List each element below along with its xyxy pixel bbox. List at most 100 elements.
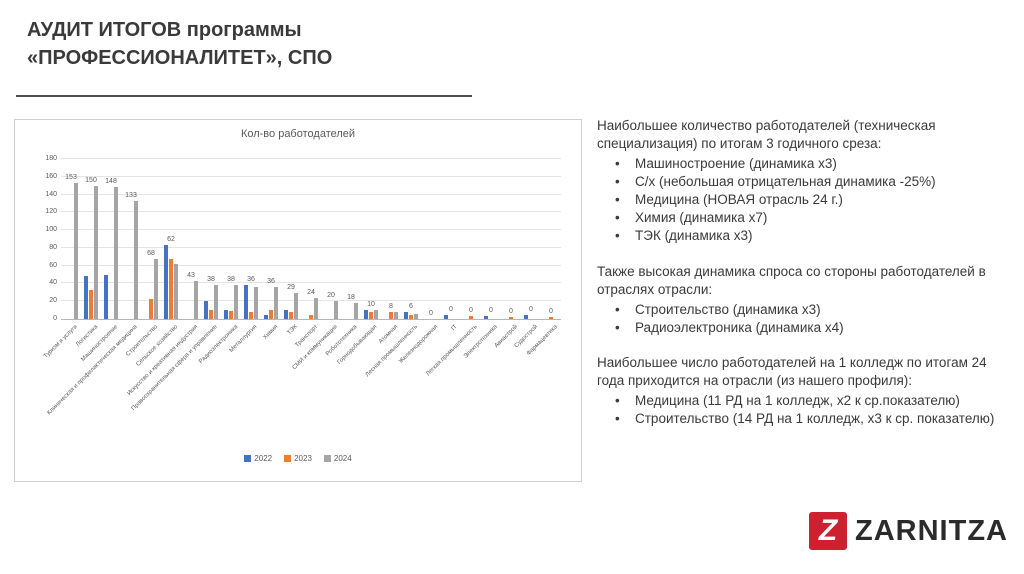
- bar-group: 153: [61, 159, 81, 319]
- bar-2022: [444, 314, 448, 319]
- bar-group: 0: [501, 159, 521, 319]
- legend-item: 2022: [244, 454, 272, 463]
- bar-2023: [229, 311, 233, 319]
- bar-2023: [89, 289, 93, 319]
- zarnitza-z-icon: Z: [809, 512, 848, 550]
- gridline: [61, 193, 561, 195]
- bar-group: 38: [221, 159, 241, 319]
- notes-list-2: Строительство (динамика х3)Радиоэлектрон…: [597, 301, 1015, 337]
- legend-label: 2023: [294, 454, 312, 463]
- data-label: 0: [529, 305, 533, 313]
- x-axis-label: Горнодобывающая: [337, 324, 379, 366]
- gridline: [61, 229, 561, 231]
- data-label: 133: [125, 191, 137, 199]
- bar-group: 24: [301, 159, 321, 319]
- bar-group: 0: [521, 159, 541, 319]
- bar-group: 133: [121, 159, 141, 319]
- bar-2024: [134, 200, 138, 319]
- bar-2023: [269, 310, 273, 319]
- y-axis-label: 160: [45, 172, 57, 180]
- bar-group: 68: [141, 159, 161, 319]
- bar-2022: [264, 314, 268, 319]
- data-label: 24: [307, 288, 315, 296]
- bar-group: 38: [201, 159, 221, 319]
- list-item: Химия (динамика х7): [597, 209, 1015, 227]
- list-item: Машиностроение (динамика х3): [597, 155, 1015, 173]
- bar-2024: [334, 301, 338, 319]
- notes-column: Наибольшее количество работодателей (тех…: [597, 117, 1015, 446]
- bar-2024: [414, 313, 418, 319]
- notes-list-1: Машиностроение (динамика х3)С/х (небольш…: [597, 155, 1015, 245]
- bar-2023: [549, 317, 553, 319]
- bar-2023: [249, 311, 253, 319]
- data-label: 62: [167, 236, 175, 244]
- bar-group: 20: [321, 159, 341, 319]
- bar-2024: [274, 287, 278, 319]
- bar-2022: [224, 310, 228, 319]
- bar-2024: [314, 297, 318, 319]
- bar-group: 29: [281, 159, 301, 319]
- notes-list-3: Медицина (11 РД на 1 колледж, х2 к ср.по…: [597, 392, 1015, 428]
- bar-group: 148: [101, 159, 121, 319]
- bar-group: 0: [421, 159, 441, 319]
- gridline: [61, 175, 561, 177]
- list-item: С/х (небольшая отрицательная динамика -2…: [597, 173, 1015, 191]
- bar-2023: [509, 317, 513, 319]
- y-axis-label: 40: [49, 279, 57, 287]
- bar-2024: [114, 187, 118, 319]
- legend-label: 2022: [254, 454, 273, 463]
- bar-group: 62: [161, 159, 181, 319]
- bar-2024: [154, 258, 158, 319]
- data-label: 8: [389, 302, 393, 310]
- gridline: [61, 264, 561, 266]
- data-label: 148: [105, 178, 117, 186]
- y-axis-label: 20: [49, 297, 57, 305]
- data-label: 150: [85, 176, 97, 184]
- data-label: 0: [449, 305, 453, 313]
- legend-item: 2023: [284, 454, 312, 463]
- list-item: Строительство (динамика х3): [597, 301, 1015, 319]
- bar-2022: [164, 245, 168, 319]
- bar-2023: [209, 310, 213, 319]
- title-underline: [16, 95, 472, 97]
- bar-2024: [294, 293, 298, 319]
- bar-group: 0: [481, 159, 501, 319]
- chart-legend: 2022 2023 2024: [15, 454, 581, 463]
- legend-swatch-icon: [244, 455, 252, 462]
- legend-label: 2024: [333, 454, 352, 463]
- bar-group: 0: [441, 159, 461, 319]
- y-axis-label: 0: [53, 315, 57, 322]
- data-label: 153: [65, 174, 77, 181]
- bar-2024: [94, 185, 98, 319]
- gridline: [61, 246, 561, 248]
- data-label: 36: [267, 278, 275, 285]
- data-label: 38: [227, 276, 235, 284]
- data-label: 0: [429, 310, 433, 317]
- bar-2022: [364, 310, 368, 319]
- data-label: 6: [409, 302, 413, 310]
- bar-2024: [234, 285, 238, 319]
- x-axis-label: Химия: [261, 324, 279, 342]
- bar-2022: [404, 311, 408, 319]
- legend-swatch-icon: [284, 455, 292, 462]
- x-axis-label: Машиностроение: [79, 324, 119, 363]
- bar-group: 0: [541, 159, 561, 319]
- data-label: 20: [327, 292, 335, 300]
- legend-swatch-icon: [323, 455, 331, 462]
- data-label: 43: [187, 271, 195, 279]
- data-label: 0: [549, 308, 553, 316]
- chart-panel: Кол-во работодателей 0 20 40 60 80 100 120 140 1…: [14, 119, 582, 482]
- bar-2022: [484, 316, 488, 319]
- list-item: Радиоэлектроника (динамика х4): [597, 319, 1015, 337]
- y-axis-label: 180: [45, 155, 57, 162]
- bar-chart-plot: 153 150 148 133 68 62 43 38 38 36 36 29 24 20 18 10 8 6 0 0…: [61, 158, 561, 320]
- bar-2023: [169, 258, 173, 319]
- notes-heading-2: Также высокая динамика спроса со стороны…: [597, 263, 986, 297]
- page-title: АУДИТ ИТОГОВ программы «ПРОФЕССИОНАЛИТЕТ…: [27, 16, 332, 72]
- x-axis-label: IT: [450, 324, 459, 333]
- bar-2023: [369, 311, 373, 319]
- data-label: 10: [367, 301, 375, 309]
- bar-2023: [409, 314, 413, 319]
- logo-letter: Z: [818, 514, 838, 547]
- bar-group: 0: [461, 159, 481, 319]
